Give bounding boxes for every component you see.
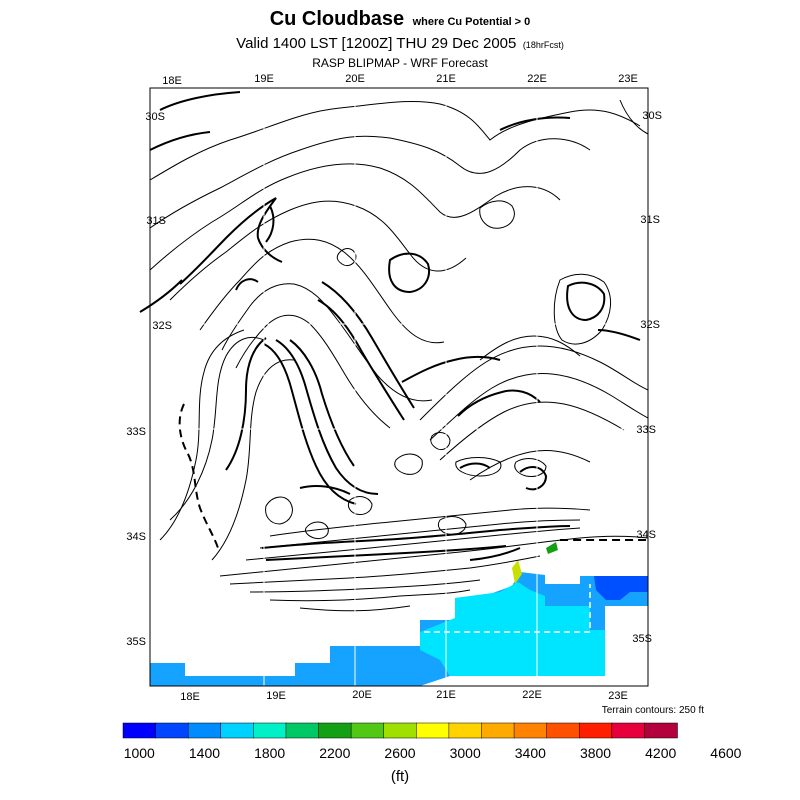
bottom-lon-label: 21E [436,689,456,701]
left-lat-label: 34S [126,531,146,543]
legend-swatch [318,722,352,739]
legend-swatch [513,722,548,739]
graticule [150,88,648,686]
fill-region-dash [424,584,591,633]
valid-time: Valid 1400 LST [1200Z] THU 29 Dec 2005 (… [0,35,800,53]
legend-label: 1800 [254,745,285,761]
right-lat-label: 34S [636,529,656,541]
legend-swatch [383,722,418,739]
top-lon-labels: 18E 19E 20E 21E 22E 23E [162,73,638,87]
top-lon-label: 18E [162,75,182,87]
title-main: Cu Cloudbase [269,8,405,30]
legend-label: 3400 [515,745,546,761]
legend-swatch [220,722,255,739]
forecast-note: (18hrFcst) [522,40,564,50]
legend-label: 4200 [645,745,676,761]
legend-unit: (ft) [390,768,410,785]
bottom-lon-label: 18E [180,691,200,703]
chart-title: Cu Cloudbase where Cu Potential > 0 [0,8,800,31]
legend-label: 2200 [319,745,350,761]
legend-label: 2600 [384,745,415,761]
legend-swatch [546,722,580,739]
cloudbase-fill [150,542,648,686]
left-lat-labels: 30S 31S 32S 33S 34S 35S [126,111,172,648]
legend-swatch [481,722,515,739]
legend-swatch [644,722,678,739]
legend-swatch [253,722,287,739]
bottom-lon-label: 22E [522,689,542,701]
legend-swatch [448,722,483,739]
right-lat-labels: 30S 31S 32S 33S 34S 35S [632,110,662,645]
fill-region-light [420,582,605,676]
left-lat-label: 35S [126,636,146,648]
legend-label: 1000 [124,745,155,761]
left-lat-label: 33S [126,426,146,438]
valid-text: Valid 1400 LST [1200Z] THU 29 Dec 2005 [236,35,517,52]
color-legend-labels: 1000 1400 1800 2200 2600 3000 3400 3800 4200 4600 [124,745,742,761]
right-lat-label: 30S [642,110,662,122]
top-lon-label: 21E [436,73,456,85]
left-lat-label: 31S [146,215,166,227]
legend-swatch [350,722,385,739]
legend-swatch [122,722,157,739]
legend-label: 1400 [189,745,220,761]
dashed-boundaries [178,403,648,549]
bottom-lon-label: 19E [266,690,286,702]
legend-swatch [155,722,189,739]
legend-swatch [416,722,450,739]
terrain-note: Terrain contours: 250 ft [601,705,704,716]
bottom-lon-label: 20E [352,689,372,701]
legend-label: 4600 [710,745,741,761]
legend-swatch [187,722,222,739]
product-label: RASP BLIPMAP - WRF Forecast [312,56,488,70]
legend-swatch [611,722,646,739]
legend-label: 3000 [450,745,481,761]
title-note: where Cu Potential > 0 [412,16,531,28]
color-legend-swatches [122,722,678,739]
bottom-lon-label: 23E [608,690,628,702]
left-lat-label: 32S [152,320,172,332]
top-lon-label: 19E [254,73,274,85]
forecast-map: 18E 19E 20E 21E 22E 23E 18E 19E 20E 21E … [126,73,662,703]
bottom-lon-labels: 18E 19E 20E 21E 22E 23E [180,689,628,703]
legend-swatch [578,722,613,739]
right-lat-label: 33S [636,424,656,436]
top-lon-label: 20E [345,73,365,85]
thick-contours [139,91,641,561]
legend-swatch [285,722,320,739]
map-frame [149,87,649,687]
legend-label: 3800 [580,745,611,761]
right-lat-label: 31S [640,214,660,226]
fill-region-dark [594,576,648,600]
fill-dot-green-2 [512,560,522,584]
fill-dot-green-1 [546,542,558,554]
right-lat-label: 32S [640,319,660,331]
left-lat-label: 30S [145,111,165,123]
top-lon-label: 22E [527,73,547,85]
top-lon-label: 23E [618,73,638,85]
right-lat-label: 35S [632,633,652,645]
